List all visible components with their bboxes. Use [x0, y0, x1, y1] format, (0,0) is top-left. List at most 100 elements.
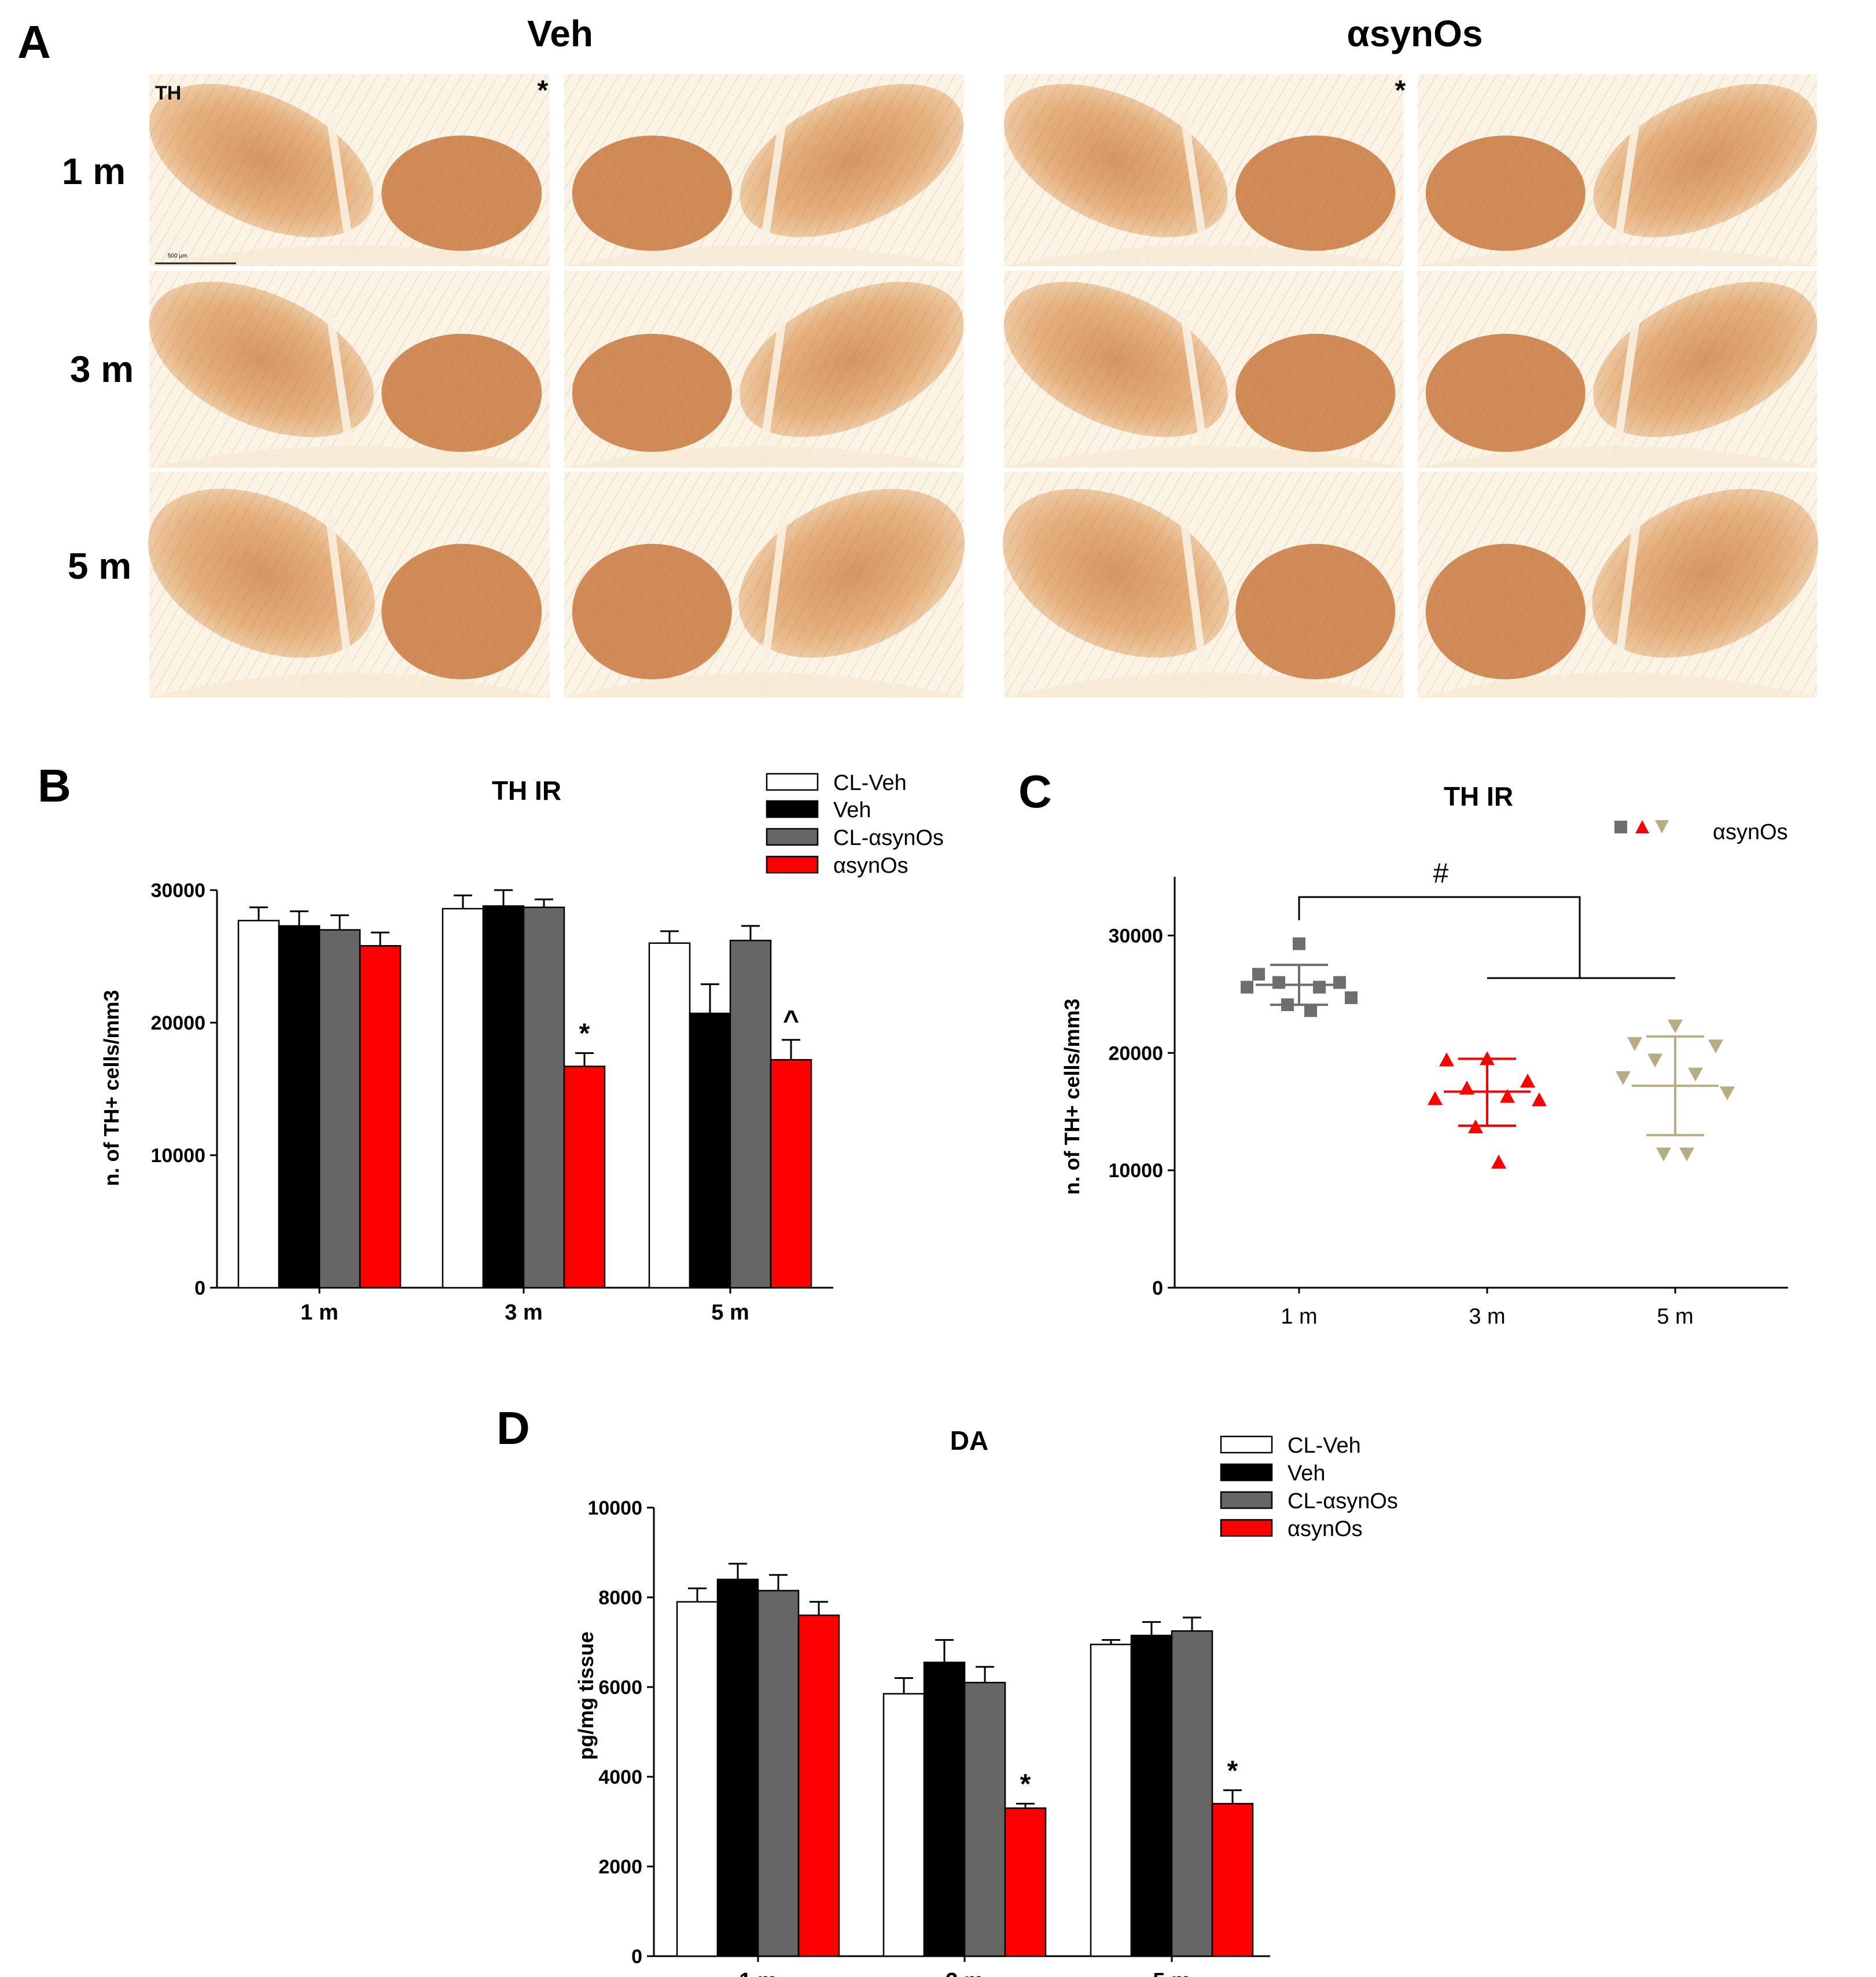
chart-b-bar: [442, 907, 484, 1289]
chart-b-significance-mark: *: [579, 1019, 590, 1049]
chart-c-significance-mark: #: [1433, 858, 1449, 889]
column-header-veh: Veh: [527, 13, 593, 54]
chart-c: C TH IR n. of TH+ cells/mm3 αsynOs 0 1000…: [1018, 766, 1788, 1329]
scale-bar-label: 500 µm: [168, 253, 187, 259]
micrograph-tile: [149, 271, 550, 469]
tissue-edge: [1004, 245, 1403, 266]
chart-b: B TH IR n. of TH+ cells/mm3 CL-Veh Veh C…: [38, 760, 944, 1325]
chart-d-y-tick-label: 6000: [598, 1677, 642, 1699]
chart-d-x-tick-label: 5 m: [1153, 1969, 1190, 1977]
chart-b-bar: [770, 1059, 812, 1289]
panel-a: A Veh αsynOs 1 m 3 m 5 m TH 500 µm * *: [17, 13, 1819, 698]
row-label-1m: 1 m: [62, 150, 126, 192]
chart-b-bar: [278, 925, 321, 1289]
chart-c-legend-marker-square: [1614, 821, 1627, 833]
micrograph-tile: [564, 271, 964, 469]
chart-c-point: [1252, 968, 1265, 981]
chart-d-bar: [716, 1578, 759, 1957]
tissue-edge: [1004, 446, 1403, 468]
chart-d-legend-swatch: [1220, 1491, 1273, 1509]
micrograph-tile: [564, 74, 964, 267]
chart-b-y-tick-label: 10000: [150, 1145, 205, 1167]
chart-d-bar: [1130, 1634, 1173, 1957]
chart-b-legend-swatch: [766, 800, 819, 818]
chart-b-legend-label-cl-asynos: CL-αsynOs: [833, 826, 944, 850]
tissue-edge: [1418, 245, 1817, 266]
chart-d-legend-label-asynos: αsynOs: [1288, 1517, 1363, 1541]
chart-c-point: [1304, 1004, 1317, 1017]
chart-b-bar: [482, 905, 525, 1289]
chart-d-y-tick-label: 8000: [598, 1587, 642, 1609]
chart-d-legend-label-cl-veh: CL-Veh: [1288, 1434, 1361, 1458]
chart-c-point: [1428, 1091, 1443, 1105]
chart-c-point: [1520, 1073, 1535, 1087]
chart-c-point: [1293, 937, 1305, 950]
chart-b-x-tick-label: 3 m: [505, 1300, 542, 1325]
panel-b-letter: B: [38, 760, 71, 811]
micrograph-tile: [1418, 271, 1818, 469]
chart-d-legend-swatch: [1220, 1435, 1273, 1454]
panel-d-letter: D: [496, 1402, 530, 1454]
tissue-edge: [564, 673, 963, 697]
chart-c-point: [1688, 1067, 1703, 1082]
stain-label-th: TH: [155, 82, 181, 104]
chart-d-legend-swatch: [1220, 1463, 1273, 1482]
chart-d-bar: [963, 1682, 1006, 1957]
chart-c-y-tick-label: 0: [1152, 1277, 1163, 1299]
chart-b-legend-label-veh: Veh: [833, 798, 871, 822]
chart-c-legend-label: αsynOs: [1713, 820, 1788, 844]
chart-b-y-tick-label: 20000: [150, 1012, 205, 1034]
chart-d-legend: CL-Veh Veh CL-αsynOs αsynOs: [1288, 1434, 1398, 1541]
chart-b-bar: [729, 939, 772, 1289]
chart-c-point: [1272, 976, 1285, 989]
lesion-mark-veh: *: [538, 75, 549, 106]
chart-c-point: [1500, 1089, 1515, 1103]
chart-c-point: [1491, 1154, 1506, 1168]
chart-d-bar: [1171, 1630, 1213, 1957]
chart-b-x-tick-label: 5 m: [711, 1300, 749, 1325]
chart-d: D DA pg/mg tissue CL-Veh Veh CL-αsynOs α…: [496, 1402, 1398, 1977]
chart-b-bar: [523, 906, 565, 1289]
chart-c-point: [1281, 998, 1294, 1012]
micrograph-tile: [1003, 74, 1403, 267]
chart-c-legend-marker-triangle-down: [1655, 820, 1669, 833]
chart-c-point: [1720, 1086, 1735, 1101]
chart-c-point: [1345, 991, 1358, 1004]
chart-b-bar: [563, 1065, 606, 1289]
chart-d-bar: [923, 1662, 966, 1957]
chart-b-bar: [359, 945, 402, 1289]
chart-b-y-tick-label: 0: [194, 1277, 205, 1299]
lesion-mark-asynos: *: [1395, 75, 1406, 106]
chart-c-point: [1708, 1039, 1723, 1054]
chart-d-legend-swatch: [1220, 1519, 1273, 1537]
chart-c-point: [1627, 1037, 1642, 1052]
chart-b-legend-swatch: [766, 828, 819, 846]
chart-b-legend: CL-Veh Veh CL-αsynOs αsynOs: [833, 771, 944, 878]
chart-c-legend-marker-triangle-up: [1635, 820, 1649, 833]
chart-b-legend-swatch: [766, 855, 819, 874]
chart-c-point: [1480, 1051, 1495, 1065]
tissue-edge: [149, 245, 550, 266]
row-label-5m: 5 m: [68, 545, 131, 587]
chart-d-x-tick-label: 3 m: [946, 1969, 983, 1977]
chart-b-title: TH IR: [492, 776, 561, 806]
chart-b-bar: [689, 1012, 731, 1289]
column-header-asynos: αsynOs: [1347, 13, 1483, 54]
tissue-edge: [149, 446, 550, 468]
chart-c-y-tick-label: 20000: [1108, 1042, 1163, 1064]
chart-d-x-tick-label: 1 m: [739, 1969, 777, 1977]
chart-d-y-tick-label: 4000: [598, 1766, 642, 1788]
chart-c-point: [1647, 1053, 1662, 1068]
micrograph-tile: [564, 472, 965, 698]
panel-a-letter: A: [17, 16, 51, 68]
chart-c-x-tick-label: 5 m: [1657, 1304, 1693, 1329]
chart-c-bracket: [1298, 896, 1581, 978]
chart-c-y-axis-label: n. of TH+ cells/mm3: [1060, 998, 1084, 1195]
chart-b-significance-mark: ^: [783, 1005, 799, 1036]
chart-c-point: [1532, 1092, 1547, 1107]
chart-b-bar: [318, 929, 361, 1289]
chart-d-y-tick-label: 0: [631, 1946, 642, 1968]
chart-d-significance-mark: *: [1020, 1769, 1031, 1800]
tissue-edge: [564, 245, 963, 266]
chart-c-point: [1241, 980, 1253, 994]
